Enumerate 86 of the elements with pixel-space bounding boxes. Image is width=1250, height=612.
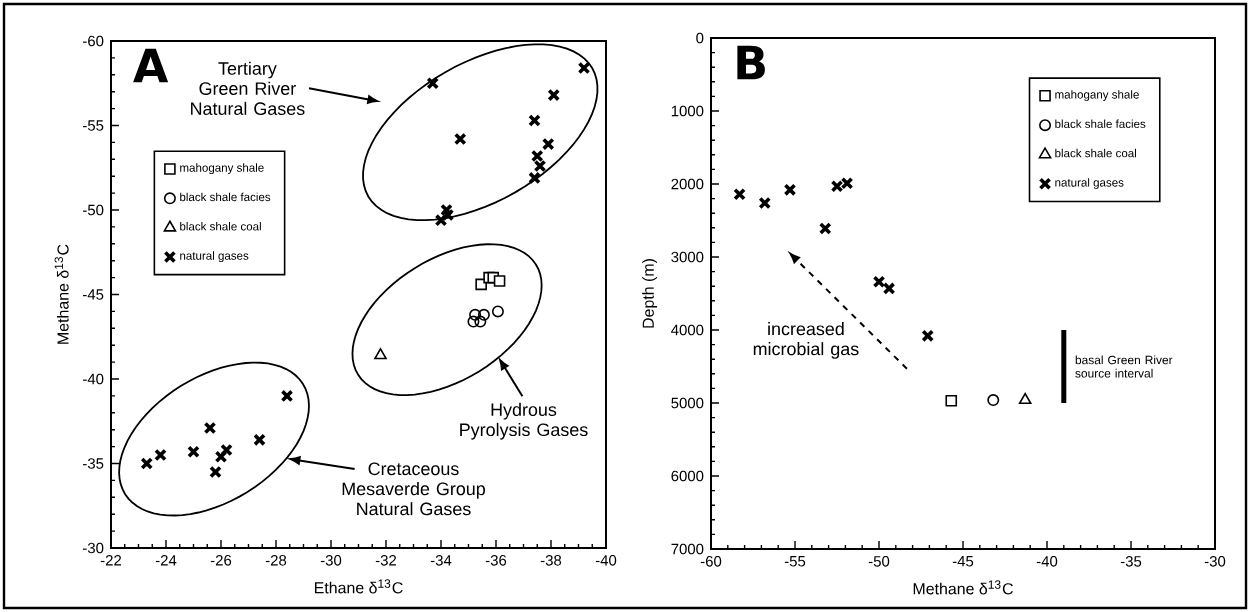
point	[945, 395, 958, 407]
y-tick-label: -45	[83, 289, 104, 300]
point	[533, 159, 547, 173]
x-tick-label: -32	[375, 555, 397, 566]
point	[1018, 392, 1032, 405]
annotation: basal Green River source interval	[1075, 355, 1173, 378]
y-axis-title: Depth (m)	[642, 259, 658, 328]
point	[882, 282, 896, 295]
y-tick-label: -35	[83, 458, 104, 469]
point	[783, 183, 797, 197]
point	[467, 315, 480, 328]
legend-label: mahogany shale	[180, 163, 264, 175]
x-axis-title: Methane δ$^{13}$C	[913, 580, 1013, 595]
point	[477, 308, 490, 321]
point	[140, 457, 154, 470]
x-tick-label: -24	[155, 555, 177, 566]
point	[426, 76, 440, 90]
y-tick-label: -60	[83, 35, 104, 47]
annotation: Cretaceous Mesaverde Group Natural Gases	[342, 462, 485, 516]
x-tick-label: -45	[952, 556, 974, 567]
point	[493, 275, 506, 287]
point	[469, 308, 482, 321]
x-tick-label: -60	[700, 556, 722, 567]
y-tick-label: -55	[83, 120, 104, 131]
x-axis-title: Ethane δ$^{13}$C	[314, 579, 403, 594]
point	[453, 132, 467, 146]
point	[818, 222, 832, 235]
point	[541, 137, 555, 151]
point	[203, 421, 217, 435]
x-tick-label: -38	[540, 555, 562, 566]
point	[187, 445, 200, 458]
x-tick-label: -30	[320, 555, 342, 566]
y-tick-label: 2000	[671, 178, 704, 190]
point	[154, 448, 167, 462]
y-tick-label: -30	[83, 542, 104, 554]
annotation: Hydrous Pyrolysis Gases	[460, 402, 588, 440]
annotation: increased microbial gas	[753, 322, 859, 359]
y-tick-label: 1000	[671, 105, 704, 117]
x-tick-label: -34	[430, 555, 452, 566]
point	[528, 114, 541, 127]
point	[872, 275, 886, 289]
point	[280, 389, 294, 403]
point	[253, 433, 266, 447]
legend-label: natural gases	[1055, 178, 1124, 189]
x-tick-label: -35	[1120, 556, 1142, 567]
y-tick-label: -40	[83, 373, 104, 385]
point	[209, 465, 222, 479]
x-tick-label: -28	[265, 555, 287, 566]
x-tick-label: -40	[595, 555, 617, 566]
point	[374, 348, 387, 360]
x-tick-label: -22	[100, 555, 122, 566]
point	[474, 315, 487, 328]
point	[733, 187, 746, 201]
point	[491, 305, 504, 318]
legend-label: black shale facies	[180, 192, 271, 202]
y-tick-label: 7000	[671, 543, 704, 555]
y-tick-label: 4000	[671, 324, 704, 336]
y-tick-label: 0	[696, 32, 704, 44]
x-tick-label: -40	[1036, 556, 1058, 567]
x-tick-label: -30	[1204, 556, 1226, 567]
x-tick-label: -26	[210, 555, 232, 566]
point	[530, 149, 544, 163]
chart-title: B	[737, 45, 765, 80]
legend-label: mahogany shale	[1055, 90, 1139, 101]
y-tick-label: 6000	[671, 470, 704, 482]
x-tick-label: -50	[868, 556, 890, 567]
point	[220, 443, 233, 457]
x-tick-label: -36	[485, 555, 507, 566]
point	[758, 196, 772, 210]
point	[528, 171, 541, 185]
chart-title: A	[133, 48, 169, 83]
y-tick-label: 3000	[671, 251, 704, 263]
point	[921, 329, 935, 343]
legend-label: black shale facies	[1055, 119, 1146, 128]
point	[577, 61, 591, 75]
legend-label: black shale coal	[1055, 148, 1136, 158]
point	[214, 450, 228, 464]
y-tick-label: 5000	[671, 397, 704, 409]
y-axis-title: Methane δ$^{13}$C	[54, 244, 69, 344]
annotation: Tertiary Green River Natural Gases	[191, 61, 305, 116]
point	[547, 88, 561, 102]
x-tick-label: -55	[784, 556, 806, 567]
y-tick-label: -50	[83, 204, 104, 216]
legend-label: black shale coal	[180, 221, 261, 231]
point	[987, 394, 1000, 407]
legend-label: natural gases	[180, 251, 249, 263]
